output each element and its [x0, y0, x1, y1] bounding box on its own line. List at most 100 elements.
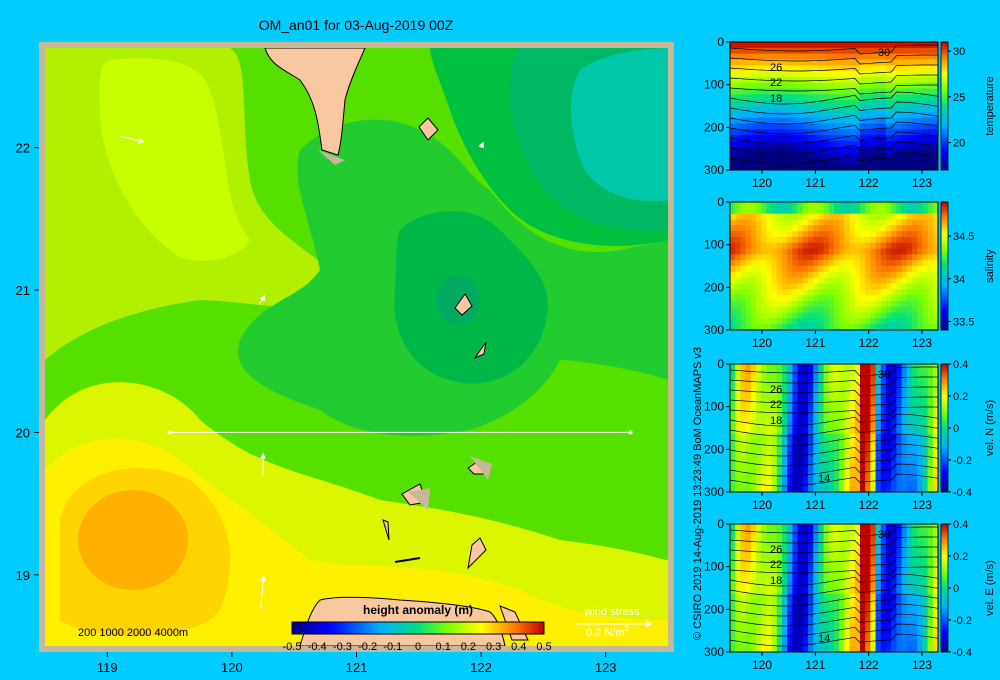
temperature-ytick-label: 300 — [704, 163, 724, 177]
vel-n-cbtick-label: 0.2 — [953, 391, 968, 403]
sla-colorbar-tick: -0.3 — [333, 641, 352, 653]
vel-n-cbtick-label: 0.4 — [953, 359, 968, 371]
sla-colorbar-tick: 0.4 — [511, 641, 526, 653]
vel-n-cbtick-label: -0.2 — [953, 455, 972, 467]
temperature-contour-label: 30 — [878, 47, 890, 59]
vel-n-contour-label: 18 — [770, 415, 782, 427]
wind-vector-4 — [478, 141, 485, 149]
sla-colorbar-tick: 0.2 — [461, 641, 476, 653]
land-island-8 — [394, 557, 421, 563]
salinity-ytick-label: 200 — [704, 280, 724, 294]
sla-colorbar-bar — [291, 621, 545, 635]
vel-n-xtick-label: 121 — [805, 498, 825, 512]
sla-min-centre — [436, 276, 480, 324]
sla-max-0p35 — [78, 490, 188, 590]
map-axes: 119 120 121 122 123 19 20 21 22 — [16, 141, 617, 675]
temperature-colorbar — [940, 41, 949, 171]
vel-e-cbtick-label: -0.4 — [953, 647, 972, 659]
salinity-colorbar-label: salinity — [984, 249, 996, 283]
temperature-xtick-label: 123 — [912, 176, 932, 190]
vel-e-ytick-label: 300 — [704, 645, 724, 659]
sla-colorbar-tick: -0.2 — [358, 641, 377, 653]
wind-legend: wind stress 0.2 N/m2 — [575, 606, 653, 639]
section-panel-vel-n: 30 26 22 18 14 120 121 122 123 0 100 200 300 0.4 0.2 0 -… — [704, 357, 996, 512]
map-xtick-label: 119 — [97, 660, 118, 675]
sla-contour-0p15-west — [99, 58, 250, 261]
section-line — [167, 430, 633, 435]
salinity-cbtick-label: 33.5 — [953, 316, 974, 328]
vel-n-ytick-label: 100 — [704, 400, 724, 414]
section-endpoint-0 — [167, 430, 172, 435]
vel-n-ytick-label: 300 — [704, 485, 724, 499]
section-panel-vel-e: 30 26 22 18 14 120 121 122 123 0 100 200 300 0.4 0.2 0 -… — [704, 517, 996, 672]
sla-colorbar-tick: -0.1 — [383, 641, 402, 653]
salinity-xtick-label: 123 — [912, 336, 932, 350]
temperature-heatmap — [730, 42, 939, 171]
sla-colorbar-tick: 0 — [415, 641, 421, 653]
vel-n-frame — [729, 363, 939, 493]
salinity-xtick-label: 122 — [859, 336, 879, 350]
sla-colorbar-ticks: -0.5 -0.4 -0.3 -0.2 -0.1 0 0.1 0.2 0.3 0.4 0.5 — [283, 641, 552, 653]
map-xtick-label: 123 — [595, 660, 617, 675]
salinity-xtick-label: 121 — [805, 336, 825, 350]
sla-colorbar-tick: 0.1 — [436, 641, 451, 653]
temperature-contour-label: 18 — [770, 93, 782, 105]
sla-colorbar: height anomaly (m) -0.5 -0.4 -0.3 -0.2 -0.1 0… — [283, 603, 552, 653]
vel-e-colorbar — [940, 523, 949, 653]
map-xtick-label: 121 — [346, 660, 368, 675]
land-island-7 — [467, 537, 487, 570]
land-island-6 — [382, 519, 390, 541]
temperature-cbtick-label: 25 — [953, 92, 965, 104]
vel-e-contour-label: 30 — [878, 529, 890, 541]
section-panel-temperature: 30 26 22 18 120 121 122 123 0 100 200 300 20 25 30 temp… — [704, 35, 996, 190]
section-endpoint-1 — [628, 430, 633, 435]
salinity-xtick-label: 120 — [752, 336, 772, 350]
vel-n-xtick-label: 120 — [752, 498, 772, 512]
vel-n-heatmap — [730, 364, 939, 493]
salinity-cbtick-label: 34.5 — [953, 231, 974, 243]
temperature-cbtick-label: 30 — [953, 46, 965, 58]
salinity-cbtick-label: 34 — [953, 274, 965, 286]
temperature-contour-label: 26 — [770, 62, 782, 74]
wind-legend-scale-exponent: 2 — [625, 624, 630, 633]
vel-e-contour-label: 26 — [770, 544, 782, 556]
salinity-ytick-label: 0 — [717, 195, 724, 209]
temperature-ytick-label: 200 — [704, 120, 724, 134]
temperature-ytick-label: 100 — [704, 78, 724, 92]
vel-n-contour-label: 30 — [878, 369, 890, 381]
map-xtick-label: 122 — [470, 660, 492, 675]
vel-e-xtick-label: 123 — [912, 658, 932, 672]
sla-contour-m0p15-east — [570, 48, 668, 202]
wind-vectors — [119, 135, 485, 610]
land-island-2 — [454, 293, 473, 316]
vel-e-cbtick-label: -0.2 — [953, 615, 972, 627]
temperature-frame — [729, 41, 939, 171]
vel-n-colorbar-label: vel. N (m/s) — [984, 400, 996, 456]
sla-colorbar-tick: 0.3 — [486, 641, 501, 653]
vel-e-contour-label: 18 — [770, 575, 782, 587]
vel-n-xtick-label: 122 — [859, 498, 879, 512]
sla-colorbar-tick: 0.5 — [536, 641, 551, 653]
vel-n-contour-label: 22 — [770, 399, 782, 411]
temperature-xtick-label: 120 — [752, 176, 772, 190]
temperature-xtick-label: 122 — [859, 176, 879, 190]
vel-e-heatmap — [730, 524, 939, 653]
vel-n-ytick-label: 200 — [704, 442, 724, 456]
vel-e-cbtick-label: 0.4 — [953, 519, 968, 531]
map-ytick-label: 21 — [16, 283, 30, 298]
vel-n-contour-label: 26 — [770, 384, 782, 396]
vel-n-contour-label: 14 — [818, 473, 830, 485]
map-ytick-label: 19 — [16, 568, 30, 583]
vel-e-cbtick-label: 0.2 — [953, 551, 968, 563]
wind-vector-0 — [119, 135, 145, 144]
wind-legend-scale-value: 0.2 N/m — [586, 627, 625, 639]
vel-n-isotherms: 30 26 22 18 14 — [729, 366, 939, 487]
map-ytick-label: 20 — [16, 425, 30, 440]
temperature-ytick-label: 0 — [717, 35, 724, 49]
credit-text: © CSIRO 2019 14-Aug-2019 13:23:49 BoM Oc… — [692, 347, 704, 640]
sla-colorbar-tick: -0.5 — [283, 641, 302, 653]
vel-e-contour-label: 22 — [770, 559, 782, 571]
